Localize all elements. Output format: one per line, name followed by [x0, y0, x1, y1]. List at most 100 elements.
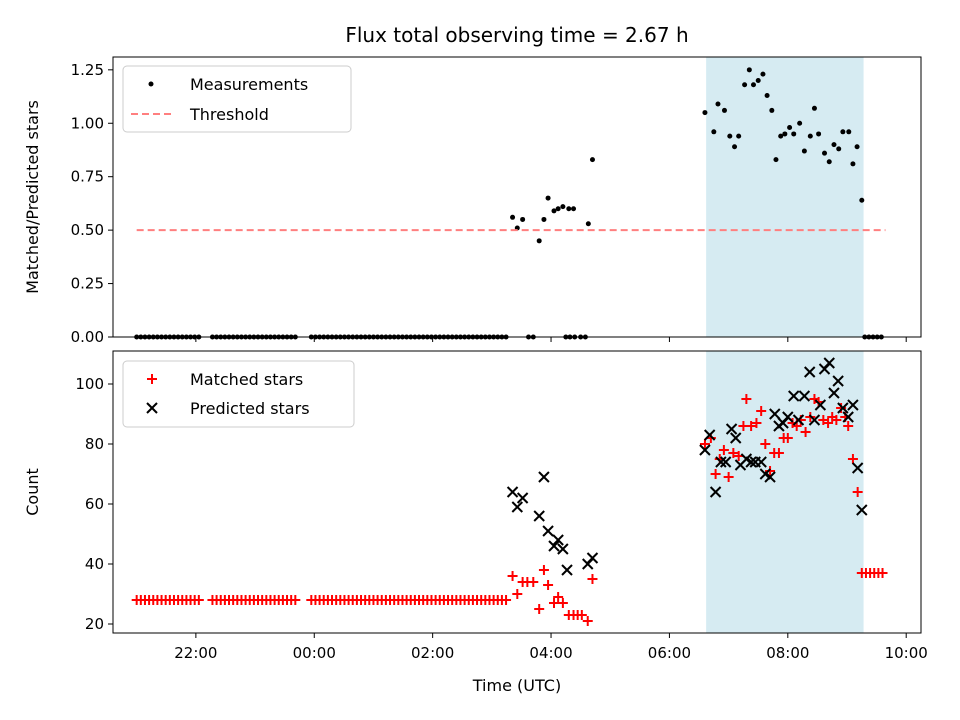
predicted-stars-point	[548, 540, 560, 552]
legend-x-marker-b	[146, 402, 158, 414]
predicted-stars-point-b	[798, 390, 811, 402]
y-tick-label: 20	[85, 615, 104, 633]
predicted-stars-point-b	[506, 486, 519, 498]
measurement-point	[551, 208, 557, 214]
legend-label-predicted-stars: Predicted stars	[190, 399, 310, 418]
matched-stars-point	[823, 418, 834, 428]
y-tick-label: 1.25	[71, 61, 104, 79]
count-x-axis: 22:00 00:00 02:00 04:00 06:00 08:00 10:00	[174, 633, 928, 662]
legend-marker-matched-stars	[147, 374, 157, 384]
predicted-stars-point-b	[808, 414, 821, 426]
predicted-stars-point-b	[699, 444, 711, 456]
measurement-point	[750, 82, 756, 88]
legend-plus-marker	[147, 374, 157, 384]
measurement-point	[846, 129, 852, 135]
predicted-stars-point-b	[814, 399, 827, 411]
measurement-point	[541, 216, 547, 222]
predicted-stars-point	[814, 399, 827, 411]
ratio-x-ticks	[195, 337, 907, 342]
measurement-point	[850, 161, 856, 167]
predicted-stars-point	[538, 471, 550, 483]
predicted-stars-point	[782, 411, 794, 423]
measurement-point	[811, 105, 817, 111]
predicted-stars-point	[506, 486, 519, 498]
observing-window-shade-bottom	[706, 351, 864, 633]
ratio-legend-box	[122, 65, 352, 133]
measurement-point	[854, 144, 860, 150]
predicted-stars-point	[837, 402, 849, 414]
predicted-stars-point	[847, 399, 859, 411]
count-panel: 20 40 60 80 100 22:00 00:00 02:00 04:00 06:00 08:…	[23, 350, 928, 695]
measurement-point	[831, 142, 837, 148]
predicted-stars-point-b	[759, 468, 772, 480]
predicted-stars-point-b	[828, 387, 840, 399]
matched-stars-point	[582, 616, 593, 626]
predicted-stars-point-b	[511, 501, 524, 513]
measurement-point	[826, 159, 832, 165]
matched-stars-point	[741, 394, 752, 404]
measurement-point	[773, 157, 779, 163]
y-tick-label: 100	[75, 375, 104, 393]
matched-stars-point	[765, 466, 776, 476]
measurement-point	[520, 216, 526, 222]
measurement-point	[727, 133, 733, 139]
matched-stars-point	[836, 403, 847, 413]
predicted-stars-point-b	[792, 414, 805, 426]
y-tick-label: 0.75	[71, 168, 104, 186]
predicted-stars-point-b	[851, 462, 864, 474]
measurement-point	[510, 214, 516, 220]
matched-stars-point	[773, 448, 784, 458]
predicted-stars-point	[586, 552, 599, 564]
ratio-panel-frame	[112, 56, 922, 338]
measurement-point	[764, 92, 770, 98]
predicted-stars-point	[769, 408, 781, 420]
measurement-point	[746, 67, 752, 73]
predicted-stars-point-b	[842, 411, 854, 423]
measurement-point	[840, 129, 846, 135]
matched-stars-point	[877, 568, 888, 578]
predicted-stars-point-b	[804, 366, 816, 378]
matched-stars-point	[538, 565, 549, 575]
predicted-stars-point-b	[552, 534, 564, 546]
matched-stars-point	[852, 487, 863, 497]
matched-stars-point	[847, 454, 858, 464]
predicted-stars-point-b	[730, 432, 742, 444]
measurement-point	[555, 206, 561, 212]
observing-window-shade-top	[706, 57, 864, 337]
count-legend: Matched stars Predicted stars	[122, 360, 355, 428]
predicted-stars-point	[511, 501, 524, 513]
count-legend-box	[122, 360, 355, 428]
matched-stars-point	[760, 439, 771, 449]
predicted-stars-point-b	[740, 453, 753, 465]
predicted-stars-point-b	[538, 471, 550, 483]
x-tick-label: 02:00	[411, 644, 454, 662]
predicted-stars-point-b	[715, 456, 727, 468]
predicted-stars-point-b	[823, 357, 835, 369]
measurement-point	[702, 110, 708, 116]
predicted-stars-point	[715, 456, 727, 468]
x-tick-label: 06:00	[648, 644, 691, 662]
ratio-y-axis-label: Matched/Predicted stars	[23, 100, 42, 294]
x-tick-label: 08:00	[766, 644, 809, 662]
measurement-point	[736, 133, 742, 139]
x-tick-label: 04:00	[529, 644, 572, 662]
matched-stars-point	[512, 589, 523, 599]
measurement-point	[589, 157, 595, 163]
measurement-point	[711, 129, 717, 135]
predicted-stars-point-b	[837, 402, 849, 414]
matched-stars-point	[548, 598, 559, 608]
predicted-stars-point	[719, 456, 732, 468]
matched-stars-point	[576, 610, 587, 620]
predicted-stars-point	[823, 357, 835, 369]
predicted-stars-point-b	[788, 390, 800, 402]
measurement-point	[560, 204, 566, 210]
count-y-axis-label: Count	[23, 468, 42, 516]
matched-stars-point	[507, 571, 518, 581]
measurement-point	[801, 148, 807, 154]
legend-label-measurements: Measurements	[190, 75, 308, 94]
measurement-point	[769, 107, 775, 113]
measurement-point	[566, 206, 572, 212]
measurement-point	[816, 131, 822, 137]
matched-stars-point	[843, 421, 854, 431]
